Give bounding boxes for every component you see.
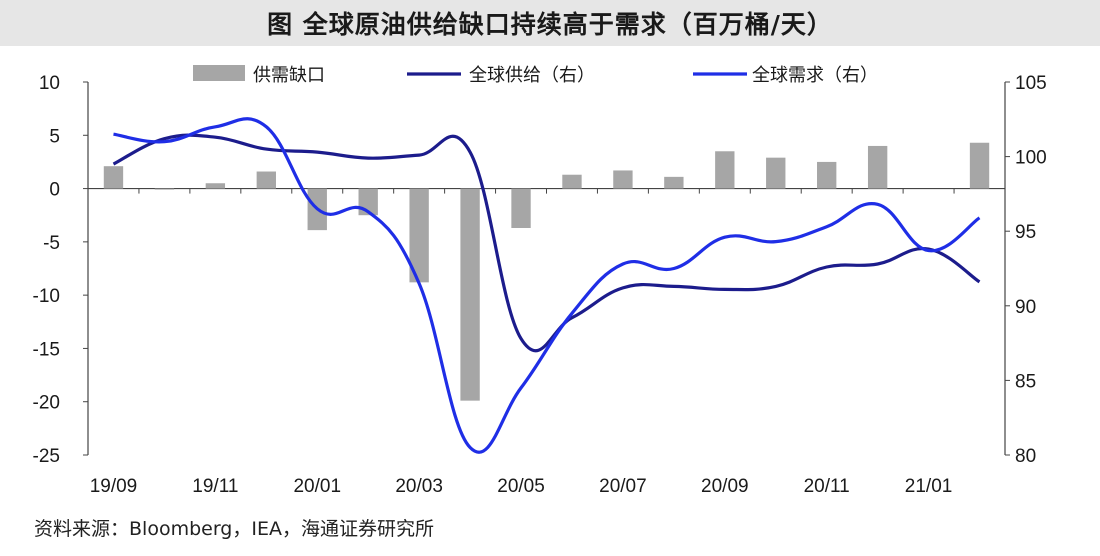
right-tick-label: 80 xyxy=(1015,446,1036,467)
source-note: 资料来源：Bloomberg，IEA，海通证券研究所 xyxy=(34,518,434,540)
left-tick-label: 10 xyxy=(39,73,60,94)
legend-label: 全球需求（右） xyxy=(752,65,878,86)
chart-title: 图 全球原油供给缺口持续高于需求（百万桶/天） xyxy=(267,10,833,39)
left-tick-label: -5 xyxy=(43,233,60,254)
gap-bar xyxy=(715,151,735,189)
x-tick-label: 20/01 xyxy=(293,476,341,497)
gap-bar xyxy=(867,145,888,189)
left-tick-label: -10 xyxy=(33,286,60,307)
gap-bar xyxy=(154,188,175,190)
gap-bar xyxy=(103,166,124,189)
gap-bar xyxy=(766,157,786,189)
title-bar: 图 全球原油供给缺口持续高于需求（百万桶/天） xyxy=(0,0,1100,46)
supply-line xyxy=(112,133,981,353)
gap-bar xyxy=(256,171,276,189)
legend-swatch-gap xyxy=(193,65,245,81)
legend: 供需缺口 全球供给（右） 全球需求（右） xyxy=(193,65,878,86)
x-tick-label: 19/09 xyxy=(90,476,138,497)
demand-line xyxy=(113,117,981,454)
bars xyxy=(103,142,990,401)
right-tick-label: 85 xyxy=(1015,371,1036,392)
right-tick-label: 105 xyxy=(1015,73,1047,94)
x-tick-label: 20/03 xyxy=(395,476,443,497)
gap-bar xyxy=(969,142,990,189)
x-tick-label: 21/01 xyxy=(905,476,953,497)
x-tick-label: 19/11 xyxy=(192,476,238,497)
right-tick-label: 90 xyxy=(1015,297,1036,318)
gap-bar xyxy=(664,176,684,189)
x-tick-label: 20/11 xyxy=(804,476,850,497)
legend-label: 全球供给（右） xyxy=(469,65,595,86)
right-tick-label: 100 xyxy=(1015,148,1047,169)
gap-bar xyxy=(613,170,633,189)
x-tick-label: 20/07 xyxy=(599,476,647,497)
legend-label: 供需缺口 xyxy=(253,65,325,86)
right-tick-label: 95 xyxy=(1015,222,1036,243)
lines xyxy=(112,117,981,454)
gap-bar xyxy=(817,161,837,189)
left-tick-label: -25 xyxy=(33,446,60,467)
gap-bar xyxy=(409,188,429,283)
left-tick-label: 5 xyxy=(49,126,60,147)
left-tick-label: -20 xyxy=(33,393,60,414)
x-tick-label: 20/09 xyxy=(701,476,749,497)
x-tick-label: 20/05 xyxy=(497,476,545,497)
gap-bar xyxy=(205,183,226,189)
left-tick-label: -15 xyxy=(33,339,60,360)
gap-bar xyxy=(511,188,531,229)
gap-bar xyxy=(562,174,582,189)
left-tick-label: 0 xyxy=(49,180,60,201)
gap-bar xyxy=(460,188,480,401)
